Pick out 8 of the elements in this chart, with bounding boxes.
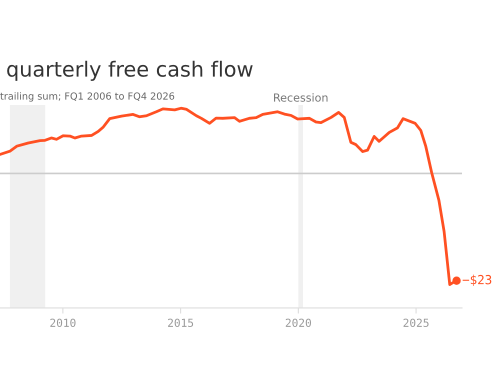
chart-title: quarterly free cash flow xyxy=(7,60,253,81)
band-label: Recession xyxy=(274,93,328,102)
annotation: −$23 xyxy=(462,274,492,286)
x-tick-label: 2020 xyxy=(286,318,312,328)
chart-subtitle: trailing sum; FQ1 2006 to FQ4 2026 xyxy=(0,92,174,102)
x-tick-label: 2010 xyxy=(50,318,76,328)
x-tick-label: 2015 xyxy=(168,318,194,328)
x-tick-label: 2025 xyxy=(404,318,429,328)
